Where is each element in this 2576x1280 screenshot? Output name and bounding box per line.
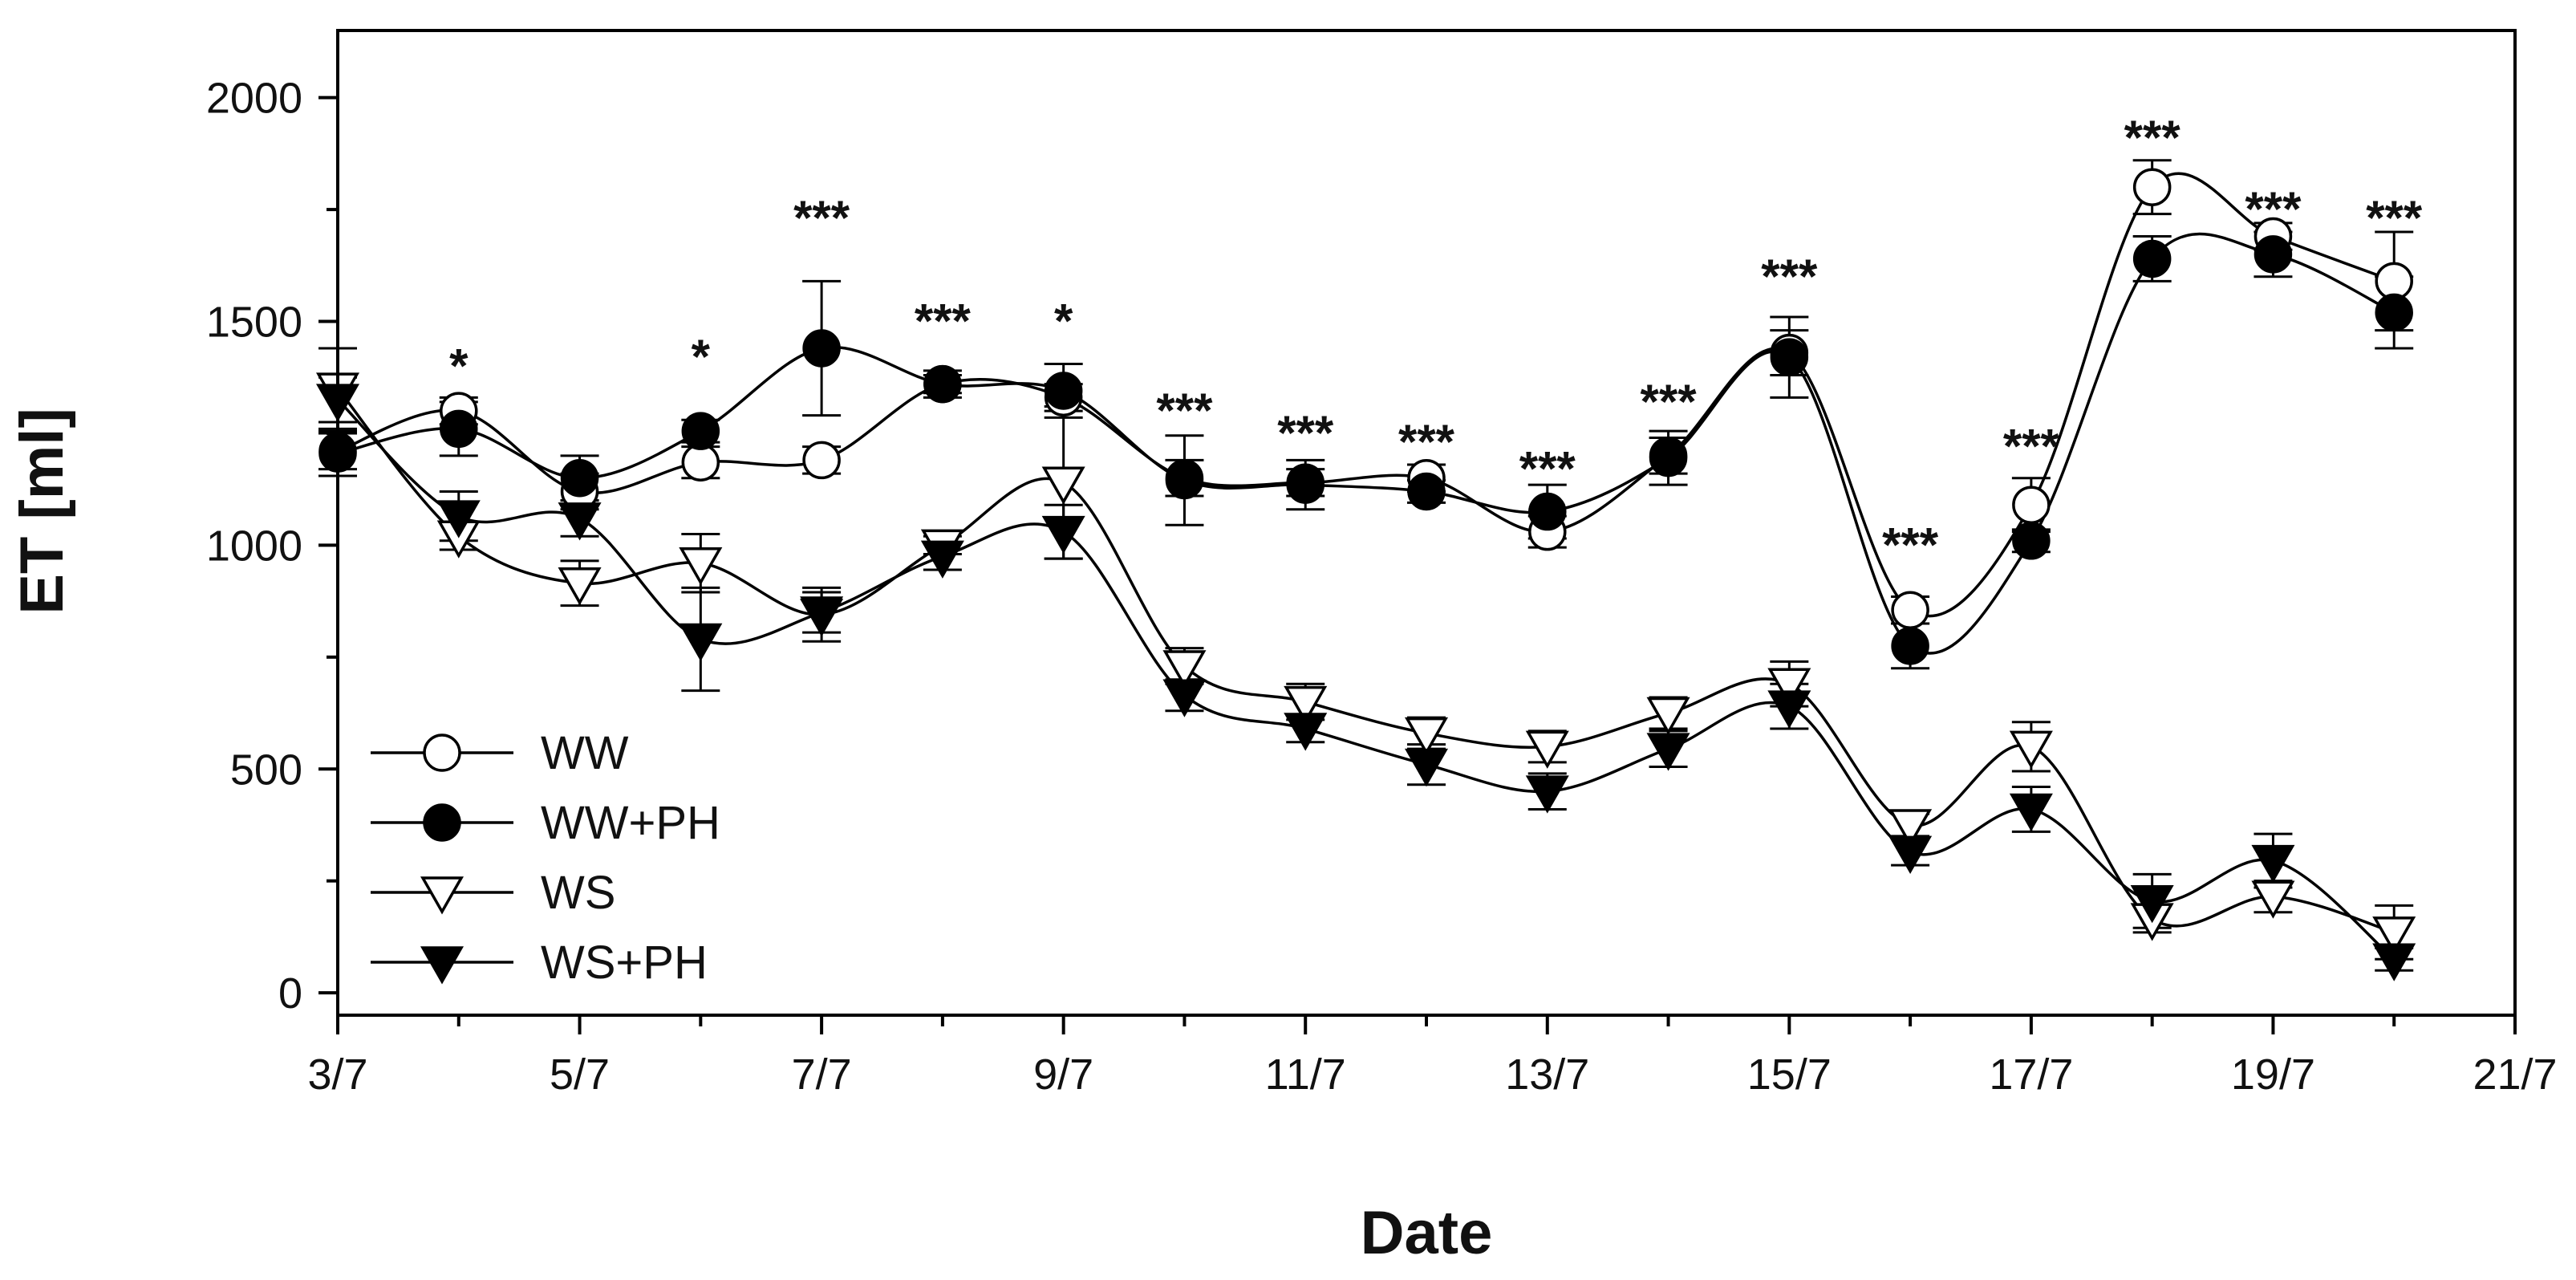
significance-label: *** [1398,415,1455,469]
data-point-ws-ph [800,596,844,635]
data-point-ww [1891,591,1929,630]
data-point-ws [2009,730,2053,769]
legend-marker-ws [420,876,464,915]
significance-label: *** [2003,420,2060,473]
data-point-ws-ph [1162,679,1207,717]
data-point-ws [1767,668,1811,706]
legend-label-ws: WS [541,867,615,919]
y-tick-label: 1500 [206,299,302,347]
y-tick-label: 500 [230,746,302,794]
data-point-ww-ph [2012,522,2051,560]
data-point-ws-ph [920,540,964,579]
data-point-ww-ph [440,409,478,449]
data-point-ws [1404,717,1449,756]
x-axis-title: Date [1361,1199,1493,1267]
legend-marker-ws-ph [420,946,464,985]
x-tick-label: 19/7 [2231,1050,2315,1099]
significance-label: *** [1641,375,1698,429]
significance-label: *** [793,191,850,245]
data-point-ws [558,567,602,606]
plot-area: * ******* **** *** *** ********************* *… [315,111,2423,981]
data-point-ww [2132,168,2172,206]
y-tick-label: 0 [278,969,302,1018]
data-point-ww-ph [1165,461,1204,500]
legend-marker-ww [423,733,461,772]
significance-label: *** [1761,250,1818,303]
significance-label: *** [2245,182,2302,236]
data-point-ws-ph [1888,835,1933,874]
data-point-ws [1646,697,1690,736]
data-point-ws-ph [679,623,723,662]
significance-label: * [692,330,711,384]
data-point-ws [1284,685,1328,725]
x-tick-label: 11/7 [1265,1050,1346,1099]
axes: 3/7 5/7 7/7 9/7 11/7 13/7 15/7 17/7 19/7 21/7 0 500… [206,29,2558,1099]
series-line-ws-ph [336,398,2395,961]
data-point-ww-ph [681,412,720,450]
significance-label: * [1054,295,1073,348]
data-point-ww-ph [1286,465,1325,504]
data-point-ww-ph [560,458,599,498]
data-point-ws-ph [436,500,481,538]
data-point-ws-ph [1041,515,1085,555]
legend-label-ww: WW [541,727,629,779]
data-point-ws-ph [1404,748,1449,787]
data-point-ws-ph [1284,713,1328,751]
y-axis-title: ET [ml] [8,408,76,615]
data-point-ww-ph [1528,492,1567,531]
data-point-ws-ph [2251,844,2295,884]
significance-label: *** [2366,191,2423,245]
data-point-ws-ph [2130,885,2174,924]
data-point-ws [1888,809,1933,847]
data-point-ww-ph [1649,438,1688,477]
data-point-ww-ph [2375,293,2413,332]
significance-label: *** [915,295,972,348]
data-point-ww [2012,486,2051,524]
data-point-ww-ph [2253,235,2293,274]
significance-label: * [449,339,469,392]
data-point-ws [2372,916,2416,955]
data-point-ww-ph [2132,239,2172,278]
legend-label-ws-ph: WS+PH [541,937,708,989]
x-tick-label: 5/7 [550,1050,610,1099]
legend: WW WW+PH WS WS+PH [371,727,720,989]
x-tick-label: 15/7 [1747,1050,1832,1099]
data-point-ws-ph [558,502,602,541]
y-tick-label: 1000 [206,522,302,570]
significance-label: *** [1519,442,1576,496]
legend-label-ww-ph: WW+PH [541,797,720,849]
significance-label: *** [1277,406,1334,460]
data-point-ww-ph [1891,627,1929,665]
data-point-ww-ph [923,364,962,404]
data-point-ws [1041,466,1085,505]
significance-label: *** [1882,518,1939,571]
data-point-ww-ph [802,329,841,368]
data-point-ws [1525,730,1569,769]
x-tick-label: 7/7 [792,1050,852,1099]
data-point-ww [802,441,841,480]
series-line-ww [337,172,2395,618]
data-point-ww-ph [1407,472,1446,511]
data-point-ws-ph [2372,943,2416,981]
x-tick-label: 13/7 [1505,1050,1589,1099]
data-point-ws-ph [1525,775,1569,814]
data-point-ws [1162,650,1207,689]
data-point-ww-ph [1770,338,1809,376]
data-point-ws-ph [2009,793,2053,831]
x-tick-label: 3/7 [307,1050,367,1099]
significance-label: *** [2124,111,2181,165]
significance-label: *** [1156,384,1213,437]
y-tick-label: 2000 [206,75,302,123]
legend-marker-ww-ph [423,803,461,842]
data-point-ws-ph [1646,733,1690,771]
x-tick-label: 21/7 [2473,1050,2557,1099]
data-point-ws [679,547,723,586]
data-point-ws-ph [1767,690,1811,729]
x-tick-label: 9/7 [1033,1050,1093,1099]
plot-frame [336,29,2517,1017]
x-tick-label: 17/7 [1989,1050,2073,1099]
data-point-ww-ph [1044,372,1083,410]
